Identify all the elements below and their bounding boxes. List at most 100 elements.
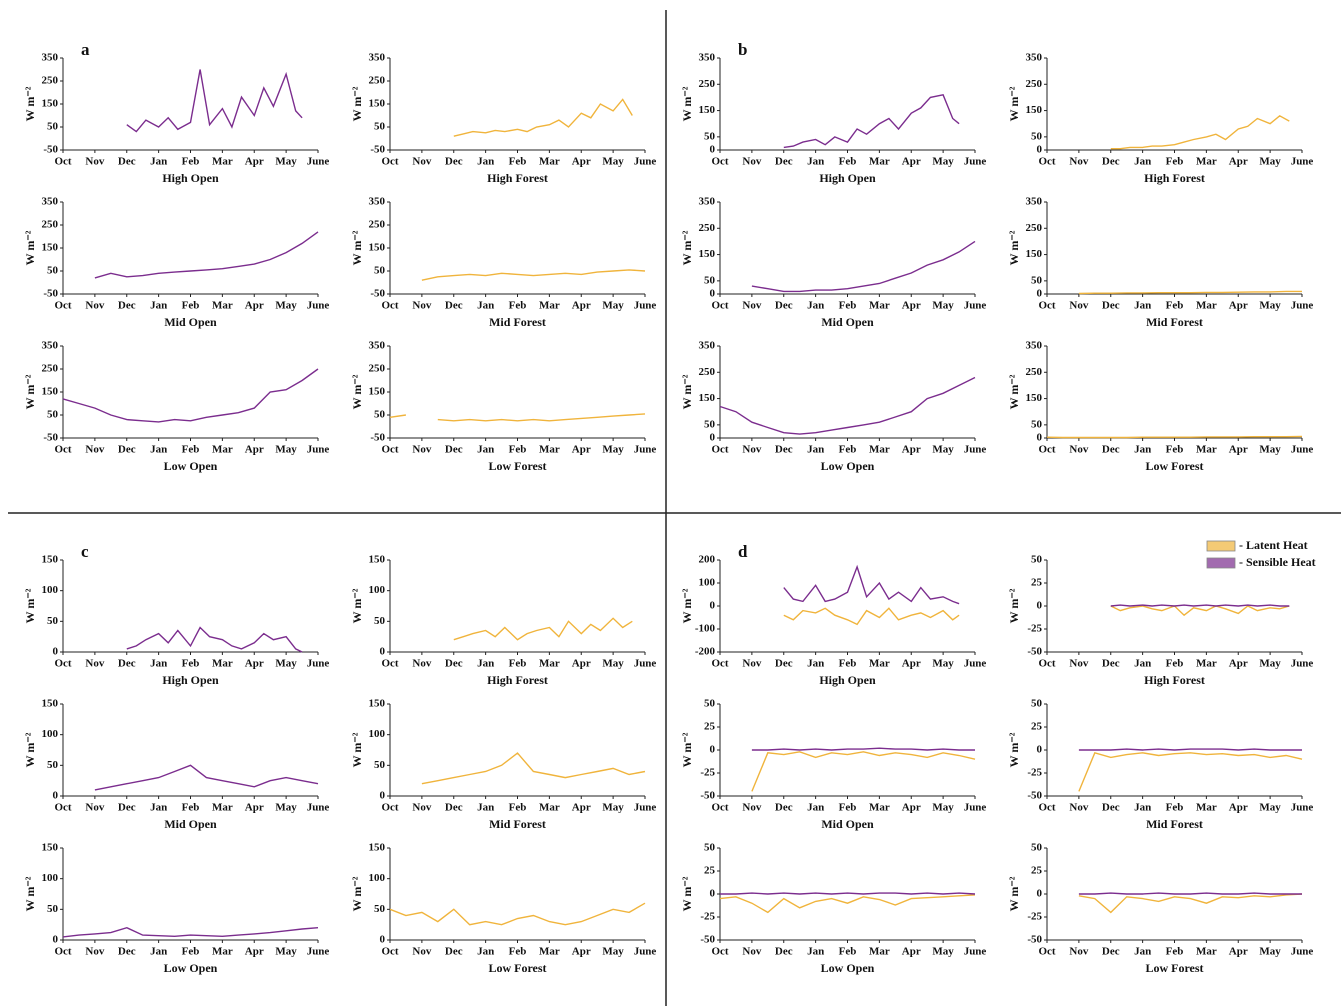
y-tick-label: 350: [369, 196, 386, 208]
x-tick-label: Dec: [445, 300, 463, 312]
x-tick-label: Dec: [445, 802, 463, 814]
x-axis-label: High Open: [162, 171, 219, 185]
x-tick-label: Oct: [711, 444, 728, 456]
x-tick-label: Oct: [54, 658, 71, 670]
x-tick-label: Nov: [412, 444, 431, 456]
x-axis-label: Mid Open: [821, 315, 874, 329]
x-tick-label: Dec: [118, 802, 136, 814]
x-tick-label: Oct: [711, 802, 728, 814]
y-tick-label: 150: [42, 242, 59, 254]
y-tick-label: 250: [42, 75, 59, 87]
y-tick-label: 150: [369, 386, 386, 398]
y-tick-label: -50: [370, 432, 385, 444]
legend-label: - Latent Heat: [1239, 538, 1308, 552]
x-tick-label: Apr: [572, 300, 591, 312]
x-tick-label: Oct: [1038, 946, 1055, 958]
x-tick-label: Apr: [1229, 658, 1248, 670]
x-tick-label: Mar: [1196, 802, 1217, 814]
x-tick-label: Mar: [212, 946, 233, 958]
y-tick-label: 50: [374, 265, 386, 277]
x-tick-label: Nov: [742, 444, 761, 456]
x-tick-label: Oct: [711, 658, 728, 670]
x-tick-label: Feb: [509, 444, 527, 456]
x-axis-label: Mid Forest: [1146, 817, 1203, 831]
x-tick-label: May: [602, 300, 624, 312]
x-tick-label: May: [932, 946, 954, 958]
x-tick-label: June: [307, 946, 330, 958]
x-tick-label: Feb: [839, 300, 857, 312]
x-tick-label: Oct: [54, 802, 71, 814]
y-tick-label: 350: [369, 52, 386, 64]
y-tick-label: 250: [699, 366, 716, 378]
x-axis-label: Mid Open: [821, 817, 874, 831]
y-tick-label: -25: [700, 911, 715, 923]
y-tick-label: 350: [42, 196, 59, 208]
y-axis-label: W m⁻²: [23, 86, 37, 121]
x-tick-label: Dec: [775, 156, 793, 168]
x-tick-label: Oct: [1038, 658, 1055, 670]
x-tick-label: Oct: [711, 300, 728, 312]
series-line: [1078, 892, 1302, 895]
y-tick-label: -25: [700, 767, 715, 779]
x-tick-label: Dec: [775, 946, 793, 958]
x-tick-label: Nov: [412, 300, 431, 312]
x-tick-label: Dec: [1102, 802, 1120, 814]
x-tick-label: Oct: [54, 156, 71, 168]
x-tick-label: Feb: [509, 156, 527, 168]
x-tick-label: June: [634, 156, 657, 168]
x-tick-label: Jan: [477, 802, 494, 814]
x-tick-label: Oct: [381, 300, 398, 312]
x-tick-label: Apr: [1229, 444, 1248, 456]
x-tick-label: Dec: [118, 658, 136, 670]
x-tick-label: Jan: [150, 300, 167, 312]
x-tick-label: Nov: [742, 658, 761, 670]
x-tick-label: May: [275, 658, 297, 670]
x-tick-label: Nov: [742, 946, 761, 958]
y-tick-label: -50: [43, 432, 58, 444]
y-tick-label: 250: [1026, 366, 1043, 378]
x-tick-label: Nov: [412, 946, 431, 958]
y-tick-label: 0: [1037, 144, 1043, 156]
x-tick-label: Nov: [742, 300, 761, 312]
x-tick-label: Apr: [572, 444, 591, 456]
x-tick-label: Jan: [1134, 156, 1151, 168]
y-tick-label: 0: [710, 600, 716, 612]
y-tick-label: 250: [699, 222, 716, 234]
x-tick-label: June: [634, 946, 657, 958]
y-tick-label: 50: [47, 759, 59, 771]
y-tick-label: 0: [710, 744, 716, 756]
x-tick-label: Dec: [445, 156, 463, 168]
x-tick-label: Apr: [902, 802, 921, 814]
y-tick-label: 150: [1026, 392, 1043, 404]
y-tick-label: 50: [704, 698, 716, 710]
x-tick-label: Nov: [1069, 444, 1088, 456]
x-tick-label: Oct: [1038, 802, 1055, 814]
series-line: [783, 93, 960, 149]
x-tick-label: May: [1259, 658, 1281, 670]
y-tick-label: 50: [374, 903, 386, 915]
x-tick-label: Dec: [118, 946, 136, 958]
x-tick-label: Mar: [1196, 946, 1217, 958]
x-tick-label: Feb: [839, 802, 857, 814]
x-tick-label: Mar: [212, 444, 233, 456]
series-line: [1110, 114, 1290, 150]
x-tick-label: May: [932, 300, 954, 312]
x-tick-label: Feb: [182, 300, 200, 312]
x-tick-label: Oct: [54, 444, 71, 456]
x-tick-label: Mar: [212, 658, 233, 670]
x-tick-label: May: [275, 946, 297, 958]
x-axis-label: High Forest: [487, 171, 548, 185]
y-tick-label: 25: [704, 865, 716, 877]
x-tick-label: June: [964, 300, 987, 312]
x-tick-label: Apr: [572, 802, 591, 814]
x-tick-label: June: [307, 802, 330, 814]
y-tick-label: 150: [369, 242, 386, 254]
x-tick-label: Apr: [245, 156, 264, 168]
y-tick-label: -50: [370, 144, 385, 156]
x-tick-label: May: [932, 658, 954, 670]
x-tick-label: May: [1259, 300, 1281, 312]
y-tick-label: 100: [369, 584, 386, 596]
y-tick-label: 0: [1037, 288, 1043, 300]
x-tick-label: Jan: [1134, 300, 1151, 312]
y-tick-label: 150: [699, 248, 716, 260]
